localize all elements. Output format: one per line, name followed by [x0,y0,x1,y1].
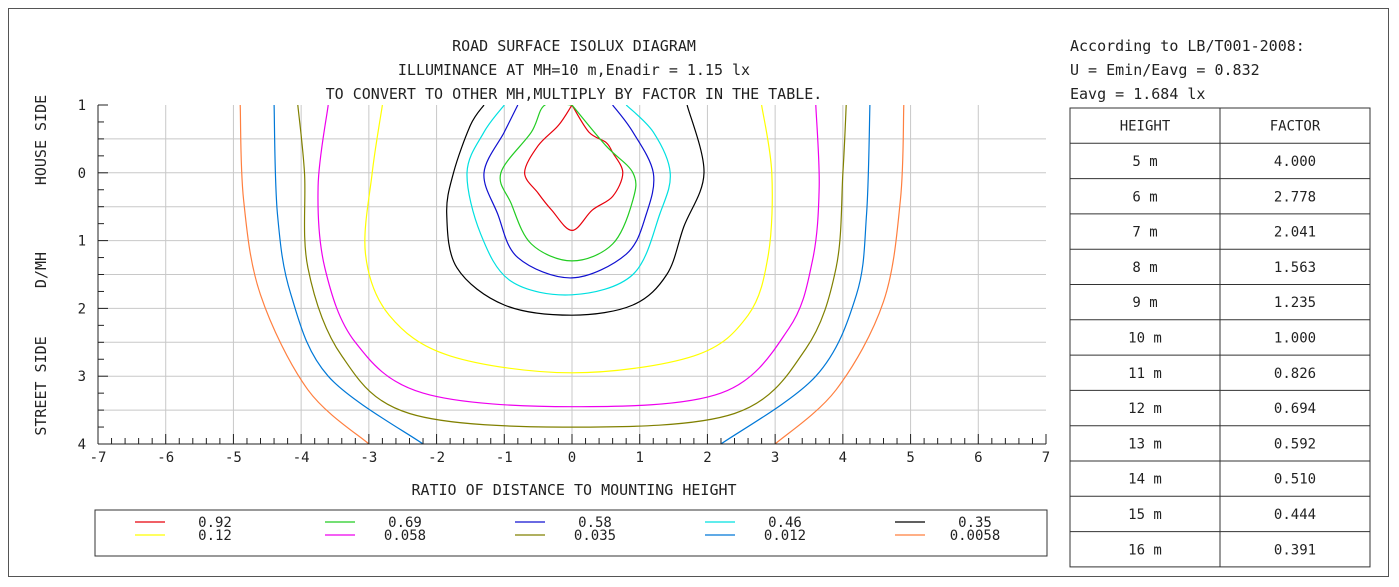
x-tick-label: 7 [1042,450,1050,466]
x-tick-label: 2 [703,450,711,466]
table-cell-height: 7 m [1132,225,1157,241]
table-cell-factor: 0.592 [1274,436,1316,452]
height-factor-table: HEIGHT FACTOR 5 m 4.000 6 m 2.778 7 m 2.041 8 m 1… [1069,107,1371,568]
uniformity-value: U = Emin/Eavg = 0.832 [1070,61,1260,79]
contour-0.0058 [239,105,370,444]
ylabel-house-side: HOUSE SIDE [32,95,50,185]
contour-0.69 [499,105,637,262]
contour-0.035 [297,105,847,428]
table-header-factor: FACTOR [1270,119,1321,135]
table-cell-height: 6 m [1132,189,1157,205]
x-tick-label: 0 [568,450,576,466]
table-cell-factor: 2.041 [1274,225,1316,241]
table-cell-height: 9 m [1132,295,1157,311]
y-tick-label: 0 [78,166,86,182]
legend-label: 0.35 [958,515,992,531]
table-cell-factor: 4.000 [1274,154,1316,170]
table-cell-factor: 0.444 [1274,507,1316,523]
legend-label: 0.58 [578,515,612,531]
table-cell-factor: 0.391 [1274,542,1316,558]
table-cell-factor: 0.694 [1274,401,1316,417]
x-tick-label: -1 [496,450,513,466]
table-cell-factor: 0.826 [1274,366,1316,382]
x-tick-label: -4 [293,450,310,466]
y-tick-label: 3 [78,369,86,385]
table-cell-factor: 0.510 [1274,472,1316,488]
legend-label: 0.69 [388,515,422,531]
table-cell-height: 10 m [1128,330,1162,346]
contour-0.058 [317,105,820,408]
x-tick-label: -5 [225,450,242,466]
eavg-value: Eavg = 1.684 lx [1070,85,1205,103]
contour-0.58 [483,105,655,279]
legend-box [94,509,1048,557]
legend-label: 0.46 [768,515,802,531]
title-line-3: TO CONVERT TO OTHER MH,MULTIPLY BY FACTO… [326,85,823,103]
title-line-2: ILLUMINANCE AT MH=10 m,Enadir = 1.15 lx [398,61,750,79]
title-line-1: ROAD SURFACE ISOLUX DIAGRAM [452,37,696,55]
legend: 0.92 0.69 0.58 0.46 0.35 0.12 0.058 0.035 0.012 0… [135,515,1000,544]
x-tick-label: 1 [635,450,643,466]
contour-0.35 [446,105,705,316]
contour-0.92 [523,105,624,232]
plot-grid [98,105,1046,445]
table-cell-factor: 1.000 [1274,330,1316,346]
legend-label: 0.92 [198,515,232,531]
legend-label: 0.012 [764,528,806,544]
x-tick-label: 4 [839,450,847,466]
legend-label: 0.035 [574,528,616,544]
ylabel-street-side: STREET SIDE [32,336,50,435]
table-cell-height: 16 m [1128,542,1162,558]
y-tick-label: 1 [78,234,86,250]
legend-label: 0.058 [384,528,426,544]
contour-0.46 [466,105,671,296]
plot-axes: -7 -6 -5 -4 -3 -2 -1 0 1 2 3 4 5 6 7 1 0 1 2 3 4 [78,98,1051,466]
table-cell-height: 5 m [1132,154,1157,170]
table-cell-factor: 2.778 [1274,189,1316,205]
chart-title: ROAD SURFACE ISOLUX DIAGRAM ILLUMINANCE … [326,37,823,103]
y-tick-label: 4 [78,437,86,453]
x-tick-label: -3 [360,450,377,466]
table-cell-height: 13 m [1128,436,1162,452]
ylabel-dmh: D/MH [32,252,50,288]
y-tick-label: 2 [78,301,86,317]
table-cell-height: 12 m [1128,401,1162,417]
y-tick-label: 1 [78,98,86,114]
table-cell-height: 11 m [1128,366,1162,382]
contour-0.0058 [774,105,905,444]
x-tick-label: -6 [157,450,174,466]
contour-0.012 [720,105,871,444]
x-tick-label: 3 [771,450,779,466]
table-cell-factor: 1.235 [1274,295,1316,311]
table-cell-height: 14 m [1128,472,1162,488]
table-header-height: HEIGHT [1120,119,1171,135]
table-cell-height: 15 m [1128,507,1162,523]
x-tick-label: -2 [428,450,445,466]
x-tick-label: 5 [906,450,914,466]
table-cell-height: 8 m [1132,260,1157,276]
x-tick-label: 6 [974,450,982,466]
legend-label: 0.12 [198,528,232,544]
contour-lines [239,105,905,444]
x-axis-label: RATIO OF DISTANCE TO MOUNTING HEIGHT [411,481,736,499]
standard-note: According to LB/T001-2008: [1070,37,1305,55]
contour-0.12 [364,105,773,374]
x-tick-label: -7 [90,450,107,466]
table-cell-factor: 1.563 [1274,260,1316,276]
diagram-frame [8,8,1389,577]
contour-0.012 [273,105,424,444]
legend-label: 0.0058 [950,528,1001,544]
